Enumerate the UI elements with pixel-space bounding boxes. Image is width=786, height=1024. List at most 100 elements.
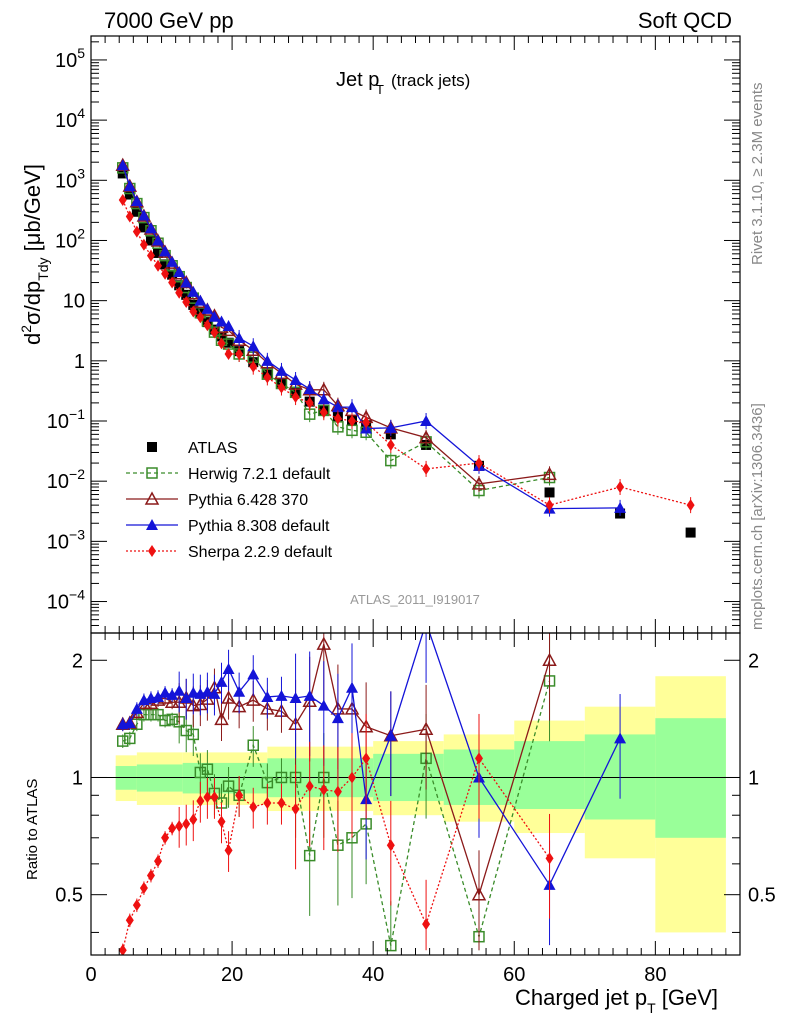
- ratio-point-herwig-7-2-1-default-17: [247, 739, 259, 751]
- x-tick-label: 60: [503, 964, 525, 986]
- y-tick-label-top: 105: [55, 45, 85, 72]
- svg-text:d2σ/dpTdy [μb/GeV]: d2σ/dpTdy [μb/GeV]: [18, 164, 51, 345]
- legend-label: ATLAS: [188, 440, 238, 457]
- x-axis-title: Charged jet pT [GeV]: [515, 985, 718, 1016]
- plot-title-sub: T: [376, 82, 384, 97]
- point-sherpa-2-2-9-default-31: [686, 499, 695, 512]
- analysis-id: ATLAS_2011_I919017: [350, 592, 480, 607]
- ratio-point-sherpa-2-2-9-default-15: [224, 844, 233, 857]
- ratio-point-sherpa-2-2-9-default-29: [545, 852, 554, 865]
- ratio-point-sherpa-2-2-9-default-7: [168, 822, 177, 835]
- point-pythia-8-308-default-13: [208, 310, 221, 322]
- plot-title-extra: (track jets): [391, 71, 470, 90]
- ratio-point-sherpa-2-2-9-default-17: [249, 800, 258, 813]
- ratio-point-pythia-8-308-default-15: [222, 662, 235, 674]
- point-pythia-8-308-default-27: [420, 415, 433, 427]
- ratio-point-sherpa-2-2-9-default-10: [189, 813, 198, 826]
- legend-item-sherpa-2-2-9-default: Sherpa 2.2.9 default: [126, 544, 333, 561]
- point-sherpa-2-2-9-default-29: [545, 499, 554, 512]
- ratio-point-pythia-8-308-default-9: [180, 692, 193, 704]
- ratio-line-herwig-7-2-1-default: [122, 680, 551, 946]
- point-sherpa-2-2-9-default-26: [386, 438, 395, 451]
- point-pythia-8-308-default-10: [187, 285, 200, 297]
- point-atlas-8: [174, 280, 185, 291]
- ratio-point-pythia-8-308-default-12: [201, 685, 214, 697]
- ratio-y-tick-label-left: 0.5: [55, 885, 83, 907]
- ratio-point-pythia-8-308-default-19: [275, 689, 288, 701]
- series-line-herwig-7-2-1-default: [122, 167, 550, 492]
- point-sherpa-2-2-9-default-15: [224, 347, 233, 360]
- point-sherpa-2-2-9-default-10: [189, 305, 198, 318]
- ratio-point-herwig-7-2-1-default-21: [303, 849, 316, 862]
- point-pythia-8-308-default-11: [194, 294, 207, 306]
- point-pythia-8-308-default-17: [247, 340, 260, 352]
- legend-item-herwig-7-2-1-default: Herwig 7.2.1 default: [126, 466, 331, 483]
- y-tick-label-top: 102: [55, 225, 85, 252]
- ratio-point-sherpa-2-2-9-default-13: [210, 791, 219, 804]
- point-pythia-6-428-370-29: [542, 466, 557, 481]
- ratio-point-sherpa-2-2-9-default-3: [139, 882, 148, 895]
- point-sherpa-2-2-9-default-1: [125, 210, 134, 223]
- ratio-point-pythia-8-308-default-6: [159, 686, 172, 698]
- ratio-point-pythia-8-308-default-16: [233, 685, 246, 697]
- ratio-point-sherpa-2-2-9-default-22: [319, 783, 328, 796]
- ratio-point-pythia-6-428-370-7: [164, 694, 180, 709]
- point-pythia-8-308-default-2: [130, 195, 143, 207]
- point-atlas-10: [188, 299, 199, 310]
- point-pythia-8-308-default-16: [233, 331, 246, 343]
- ratio-point-pythia-8-308-default-22: [317, 699, 330, 711]
- axes: 0 20 40 60 80 10−4 10−3 10−2 10−1 1 10 102 103 104 105…: [47, 35, 776, 986]
- point-sherpa-2-2-9-default-6: [161, 267, 170, 280]
- point-atlas-15: [223, 337, 234, 348]
- ratio-y-tick-label-right: 2: [748, 650, 759, 672]
- ratio-y-tick-label-left: 1: [72, 767, 83, 789]
- y-tick-label-top: 10−1: [47, 406, 85, 433]
- point-pythia-8-308-default-5: [152, 234, 165, 246]
- point-sherpa-2-2-9-default-23: [333, 412, 342, 425]
- ratio-point-herwig-7-2-1-default-5: [152, 708, 164, 721]
- point-sherpa-2-2-9-default-25: [362, 416, 371, 429]
- point-sherpa-2-2-9-default-2: [132, 225, 141, 238]
- point-sherpa-2-2-9-default-7: [168, 276, 177, 289]
- point-pythia-6-428-370-14: [214, 319, 229, 334]
- y-axis-title-top: d2σ/dpTdy [μb/GeV]: [18, 164, 51, 345]
- ratio-point-pythia-8-308-default-1: [123, 717, 136, 729]
- point-pythia-8-308-default-23: [331, 401, 344, 413]
- point-sherpa-2-2-9-default-12: [203, 319, 212, 332]
- point-sherpa-2-2-9-default-24: [348, 415, 357, 428]
- point-pythia-8-308-default-20: [289, 374, 302, 386]
- point-pythia-8-308-default-12: [201, 302, 214, 314]
- point-pythia-6-428-370-28: [471, 476, 487, 490]
- ratio-point-pythia-6-428-370-29: [542, 652, 557, 667]
- ratio-point-sherpa-2-2-9-default-19: [277, 796, 286, 809]
- ratio-point-pythia-8-308-default-20: [289, 692, 302, 704]
- point-atlas-6: [160, 259, 171, 270]
- ratio-point-sherpa-2-2-9-default-12: [203, 791, 212, 804]
- ratio-point-sherpa-2-2-9-default-23: [333, 785, 342, 798]
- point-sherpa-2-2-9-default-17: [249, 360, 258, 373]
- point-sherpa-2-2-9-default-13: [210, 326, 219, 339]
- ratio-point-pythia-8-308-default-24: [346, 681, 359, 693]
- point-sherpa-2-2-9-default-21: [305, 396, 314, 409]
- point-pythia-8-308-default-4: [144, 222, 157, 234]
- y-axis-title-ratio: Ratio to ATLAS: [24, 779, 41, 880]
- ratio-point-pythia-6-428-370-14: [214, 711, 229, 726]
- band-green-1: [136, 764, 183, 792]
- x-tick-label: 40: [362, 964, 384, 986]
- point-sherpa-2-2-9-default-4: [146, 249, 155, 262]
- ratio-point-sherpa-2-2-9-default-21: [305, 780, 314, 793]
- ratio-point-herwig-7-2-1-default-26: [385, 939, 397, 952]
- point-pythia-8-308-default-3: [137, 209, 150, 221]
- ratio-point-sherpa-2-2-9-default-5: [154, 855, 163, 868]
- ratio-point-pythia-8-308-default-23: [331, 712, 344, 724]
- point-sherpa-2-2-9-default-11: [196, 311, 205, 324]
- ratio-point-herwig-7-2-1-default-10: [187, 728, 200, 741]
- point-atlas-31: [685, 527, 696, 538]
- header-left: 7000 GeV pp: [104, 8, 234, 33]
- series-pythia-6-428-370: [115, 157, 557, 492]
- ratio-point-pythia-8-308-default-10: [187, 686, 200, 698]
- legend-label: Pythia 6.428 370: [188, 492, 308, 509]
- ratio-point-sherpa-2-2-9-default-26: [386, 839, 395, 852]
- ratio-point-herwig-7-2-1-default-11: [194, 766, 207, 779]
